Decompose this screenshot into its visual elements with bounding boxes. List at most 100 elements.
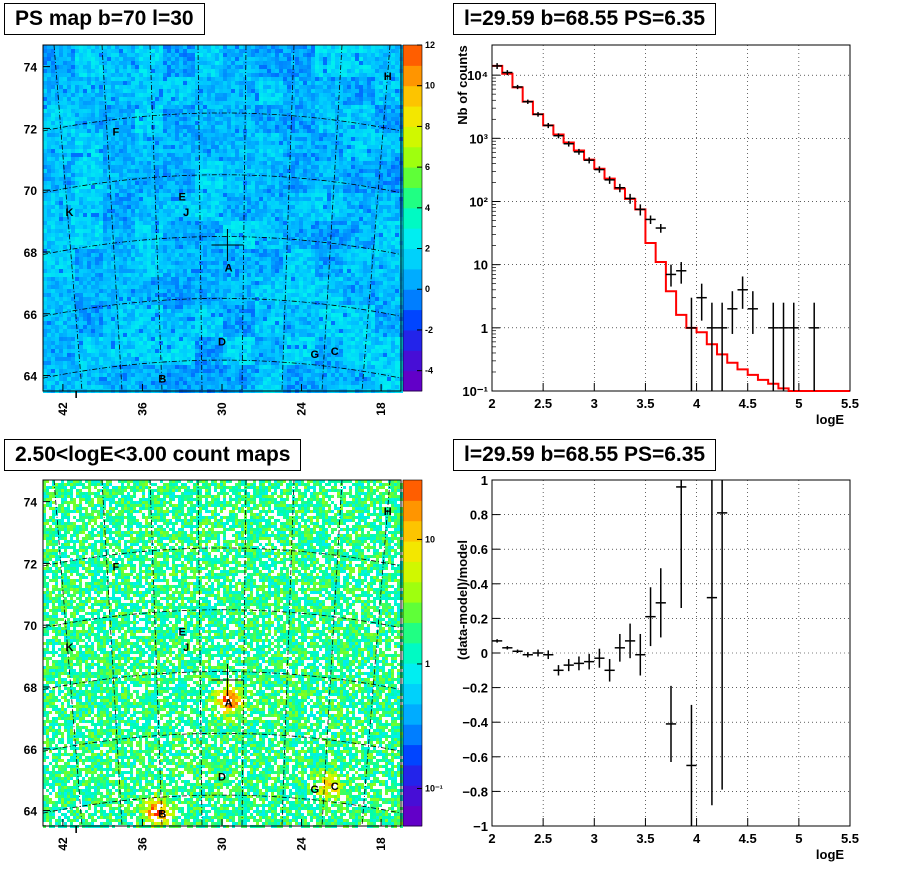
source-label-k: K bbox=[66, 207, 74, 219]
longitude-line bbox=[101, 44, 123, 392]
y-tick-label: 70 bbox=[24, 619, 38, 633]
coordinate-grid bbox=[42, 44, 402, 392]
colorbar-band bbox=[403, 268, 422, 290]
y-tick-label: 0.2 bbox=[470, 611, 488, 626]
colorbar-tick-label: 4 bbox=[425, 203, 430, 213]
map-plot-area: A B C D E F G H I J K 42 36 30 24 18 74 72 70 68 66 64 bbox=[24, 479, 403, 851]
x-tick-label: 18 bbox=[374, 837, 388, 851]
data-point bbox=[676, 262, 687, 284]
colorbar-band bbox=[403, 207, 422, 229]
source-label-c: C bbox=[331, 781, 339, 793]
x-tick-label: 3 bbox=[591, 831, 598, 846]
map-plot-area: A B C D E F G H I J K 42 36 30 24 18 74 72 70 68 66 64 bbox=[24, 44, 403, 416]
colorbar-band bbox=[403, 561, 422, 583]
longitude-line bbox=[197, 479, 203, 827]
colorbar-band bbox=[403, 329, 422, 351]
y-tick-label: 10³ bbox=[469, 131, 488, 146]
data-point bbox=[747, 291, 758, 334]
x-axis-label: logE bbox=[816, 847, 844, 862]
residual-point bbox=[645, 587, 656, 647]
data-point bbox=[512, 84, 523, 90]
grid bbox=[492, 45, 850, 391]
data-points bbox=[492, 63, 820, 391]
source-label-h: H bbox=[384, 71, 392, 83]
longitude-line bbox=[321, 44, 343, 392]
longitude-line bbox=[281, 479, 295, 827]
longitude-line bbox=[53, 479, 83, 827]
residual-chart: 2 2.5 3 3.5 4 4.5 5 5.5 1 0.8 0.6 0.4 0.2 0 −0.2 −0.4 −0… bbox=[455, 473, 859, 862]
residual-point bbox=[635, 633, 646, 676]
colorbar-tick-label: 10 bbox=[425, 534, 435, 544]
source-label-d: D bbox=[218, 772, 226, 784]
colorbar-band bbox=[403, 187, 422, 209]
source-label-i: I bbox=[75, 389, 78, 401]
y-tick-label: −0.4 bbox=[462, 715, 488, 730]
colorbar-band bbox=[403, 764, 422, 786]
y-tick-label: 10⁻¹ bbox=[462, 384, 488, 399]
residual-point bbox=[614, 633, 625, 662]
x-tick-label: 24 bbox=[295, 837, 309, 851]
spectrum-panel: 2 2.5 3 3.5 4 4.5 5 5.5 10⁻¹ 1 10 10² 10³ 10⁴ logE Nb o… bbox=[449, 0, 898, 435]
residual-point bbox=[584, 653, 595, 670]
data-point bbox=[665, 264, 677, 287]
latitude-line bbox=[42, 359, 402, 379]
source-label-e: E bbox=[179, 191, 186, 203]
y-tick-label: −0.2 bbox=[462, 681, 488, 696]
longitude-line bbox=[101, 479, 123, 827]
y-tick-label: −0.8 bbox=[462, 784, 488, 799]
colorbar-band bbox=[403, 520, 422, 542]
y-tick-label: 0.8 bbox=[470, 508, 488, 523]
longitude-line bbox=[281, 44, 295, 392]
colorbar-band bbox=[403, 744, 422, 766]
count-map-panel: A B C D E F G H I J K 42 36 30 24 18 74 72 70 68 66 64 10 1 10⁻¹… bbox=[0, 435, 449, 871]
latitude-line bbox=[42, 609, 402, 629]
data-point bbox=[563, 141, 574, 147]
longitude-line bbox=[149, 479, 163, 827]
x-tick-label: 4 bbox=[693, 396, 701, 411]
data-point bbox=[727, 291, 738, 334]
x-tick-label: 30 bbox=[215, 402, 229, 416]
latitude-line bbox=[42, 297, 402, 317]
y-tick-label: 66 bbox=[24, 308, 38, 322]
count-map-chart: A B C D E F G H I J K 42 36 30 24 18 74 72 70 68 66 64 10 1 10⁻¹ bbox=[24, 479, 443, 851]
axes: 2 2.5 3 3.5 4 4.5 5 5.5 1 0.8 0.6 0.4 0.2 0 −0.2 −0.4 −0… bbox=[455, 473, 859, 862]
longitude-line bbox=[321, 479, 343, 827]
colorbar-band bbox=[403, 228, 422, 250]
x-tick-label: 3.5 bbox=[636, 396, 654, 411]
x-tick-label: 4 bbox=[693, 831, 701, 846]
y-tick-label: 10² bbox=[469, 194, 488, 209]
source-label-c: C bbox=[331, 346, 339, 358]
longitude-line bbox=[53, 44, 83, 392]
residual-panel: 2 2.5 3 3.5 4 4.5 5 5.5 1 0.8 0.6 0.4 0.2 0 −0.2 −0.4 −0… bbox=[449, 435, 898, 871]
x-tick-label: 5.5 bbox=[841, 396, 859, 411]
source-label-e: E bbox=[179, 626, 186, 638]
residual-point bbox=[512, 649, 523, 653]
axes: 2 2.5 3 3.5 4 4.5 5 5.5 10⁻¹ 1 10 10² 10³ 10⁴ logE Nb o… bbox=[455, 45, 859, 427]
latitude-line bbox=[42, 794, 402, 814]
y-tick-label: 1 bbox=[481, 321, 488, 336]
ps-map-title: PS map b=70 l=30 bbox=[4, 3, 205, 35]
y-axis-label: (data-model)/model bbox=[455, 540, 470, 660]
spectrum-title: l=29.59 b=68.55 PS=6.35 bbox=[453, 3, 717, 35]
colorbar-frame bbox=[402, 479, 423, 827]
x-tick-label: 5.5 bbox=[841, 831, 859, 846]
y-tick-label: 72 bbox=[24, 557, 38, 571]
data-point bbox=[768, 302, 779, 391]
residual-point bbox=[706, 480, 718, 806]
x-tick-label: 3 bbox=[591, 396, 598, 411]
residual-point bbox=[522, 652, 533, 658]
colorbar-band bbox=[403, 480, 422, 501]
colorbar: 10 1 10⁻¹ bbox=[402, 479, 443, 827]
model-step-line bbox=[492, 64, 850, 392]
longitude-line bbox=[361, 44, 391, 392]
data-point bbox=[809, 302, 820, 391]
residual-point bbox=[594, 648, 605, 668]
x-tick-label: 5 bbox=[795, 831, 802, 846]
source-label-h: H bbox=[384, 506, 392, 518]
colorbar-tick-label: 8 bbox=[425, 121, 430, 131]
colorbar-band bbox=[403, 602, 422, 623]
source-label-a: A bbox=[225, 262, 233, 274]
latitude-line bbox=[42, 112, 402, 132]
y-tick-label: 10 bbox=[474, 258, 488, 273]
